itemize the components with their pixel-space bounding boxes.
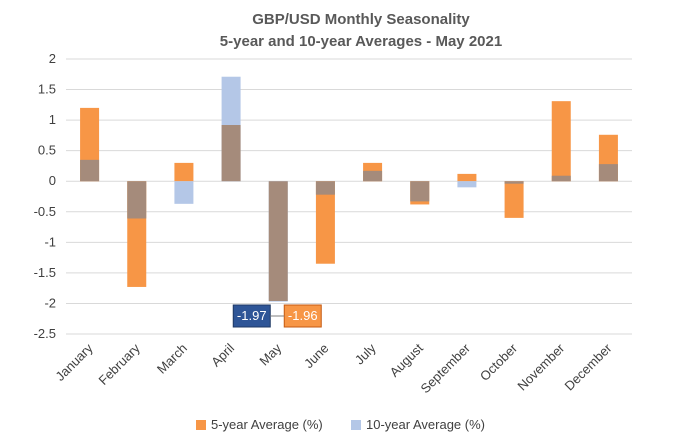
x-tick-march: March	[154, 341, 190, 377]
bar-overlap-january	[80, 159, 100, 182]
x-tick-august: August	[387, 340, 426, 379]
bar-overlap-february	[127, 181, 147, 219]
y-tick-label: 1	[49, 112, 56, 127]
bar-5yr-october	[504, 181, 524, 218]
y-tick-label: -1.5	[34, 265, 56, 280]
bar-overlap-april	[221, 125, 241, 182]
x-tick-january: January	[52, 340, 96, 384]
x-tick-september: September	[417, 340, 473, 396]
bar-overlap-october	[504, 181, 524, 184]
x-tick-october: October	[477, 340, 521, 384]
x-tick-june: June	[301, 341, 332, 372]
y-tick-label: -1	[44, 234, 56, 249]
x-tick-november: November	[514, 340, 567, 393]
bar-5yr-november	[551, 101, 571, 182]
y-tick-label: 0	[49, 173, 56, 188]
y-tick-label: -2.5	[34, 326, 56, 341]
callout-label-5yr: -1.96	[288, 308, 318, 323]
bar-overlap-november	[551, 175, 571, 182]
y-axis-tick-labels: 2 1.5 1 0.5 0 -0.5 -1 -1.5 -2 -2.5	[34, 51, 56, 341]
bar-overlap-august	[410, 181, 430, 202]
bar-10yr-march	[174, 181, 194, 204]
y-tick-label: 2	[49, 51, 56, 66]
bar-5yr-march	[174, 162, 194, 182]
bar-overlap-december	[598, 164, 618, 182]
legend-swatch-10yr	[351, 420, 361, 430]
legend-swatch-5yr	[196, 420, 206, 430]
x-tick-february: February	[95, 340, 143, 388]
x-tick-may: May	[256, 340, 284, 368]
gridlines	[66, 58, 632, 335]
x-tick-april: April	[208, 340, 237, 369]
bars	[80, 76, 618, 302]
callout-label-10yr: -1.97	[237, 308, 267, 323]
bar-overlap-july	[363, 170, 383, 182]
bar-5yr-june	[315, 181, 335, 264]
bar-overlap-may	[268, 181, 288, 301]
chart-subtitle: 5-year and 10-year Averages - May 2021	[220, 33, 502, 50]
y-tick-label: -0.5	[34, 204, 56, 219]
y-tick-label: 0.5	[38, 143, 56, 158]
x-axis-tick-labels: January February March April May June July Augu…	[52, 340, 615, 396]
chart-title: GBP/USD Monthly Seasonality	[252, 11, 470, 28]
legend-label-5yr: 5-year Average (%)	[211, 417, 323, 432]
legend-label-10yr: 10-year Average (%)	[366, 417, 485, 432]
legend: 5-year Average (%) 10-year Average (%)	[196, 417, 485, 432]
bar-5yr-september	[457, 173, 477, 182]
y-tick-label: 1.5	[38, 82, 56, 97]
data-callouts: -1.97 -1.96	[232, 304, 322, 328]
bar-10yr-september	[457, 181, 477, 188]
x-tick-july: July	[352, 340, 379, 367]
x-tick-december: December	[562, 340, 615, 393]
bar-overlap-june	[315, 181, 335, 195]
y-tick-label: -2	[44, 295, 56, 310]
